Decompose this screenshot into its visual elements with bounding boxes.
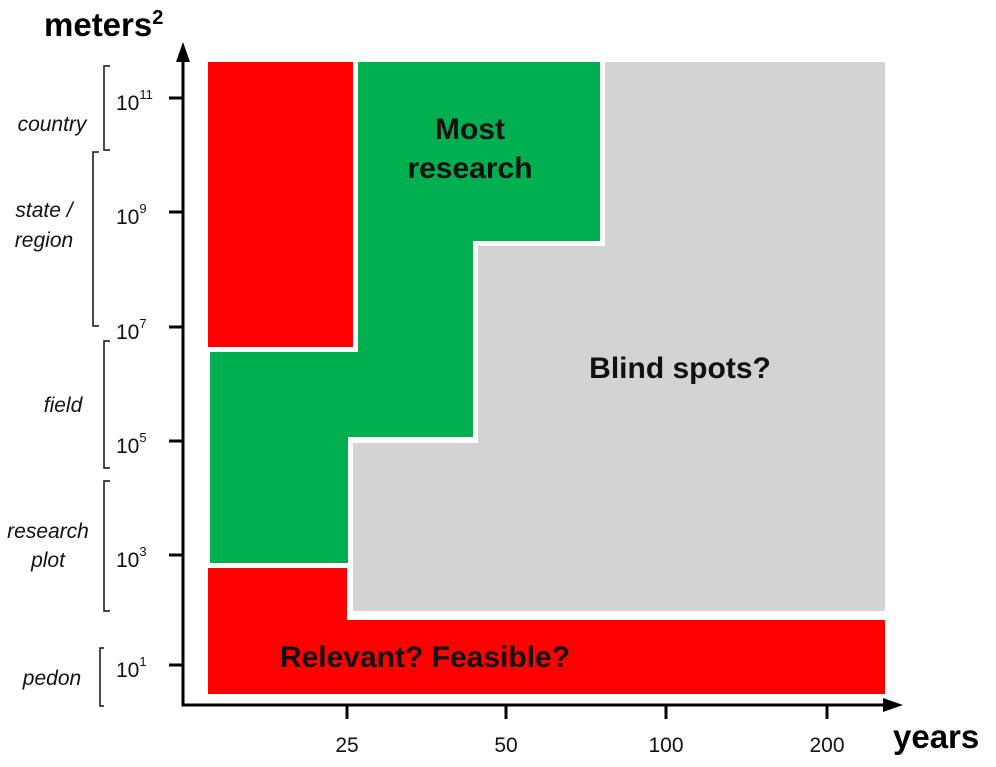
bracket	[92, 151, 99, 327]
scale-label: field	[44, 394, 84, 417]
tick-base: 10	[116, 659, 139, 682]
y-tick-label: 101	[116, 654, 147, 682]
y-axis-title: meters2	[44, 6, 163, 43]
relevant-feasible-region	[208, 568, 885, 694]
tick-exp: 11	[139, 87, 153, 102]
tick-exp: 3	[139, 544, 146, 559]
bracket	[103, 480, 110, 612]
blind-spots-region	[353, 62, 885, 611]
bracket	[99, 647, 104, 707]
tick-base: 10	[116, 321, 139, 344]
axis-arrow	[176, 42, 190, 62]
x-axis-title: years	[893, 718, 979, 755]
bracket	[103, 65, 110, 151]
region-label: Relevant? Feasible?	[280, 641, 570, 674]
region-label: Most	[435, 113, 505, 146]
region-label: research	[407, 152, 532, 185]
y-tick-label: 103	[116, 544, 147, 572]
scale-label: country	[18, 113, 88, 136]
region-label: Blind spots?	[589, 352, 771, 385]
x-tick-label: 100	[648, 734, 683, 757]
tick-base: 10	[116, 92, 139, 115]
y-tick-label: 109	[116, 201, 147, 229]
y-tick-label: 107	[116, 316, 147, 344]
scale-label: plot	[30, 549, 66, 572]
red-region-top	[208, 62, 353, 347]
tick-base: 10	[116, 435, 139, 458]
scale-label: research	[7, 520, 89, 543]
axis	[181, 60, 885, 707]
y-tick-label: 1011	[116, 87, 153, 115]
tick-base: 10	[116, 206, 139, 229]
tick-exp: 1	[139, 654, 146, 669]
axis-arrow	[883, 698, 903, 712]
y-tick-label: 105	[116, 430, 147, 458]
tick-exp: 7	[139, 316, 146, 331]
tick-exp: 9	[139, 201, 146, 216]
scale-label: pedon	[22, 667, 81, 690]
scale-label: region	[15, 229, 73, 252]
tick-exp: 5	[139, 430, 146, 445]
x-tick-label: 25	[335, 734, 358, 757]
x-tick-label: 200	[809, 734, 844, 757]
scale-label: state /	[15, 199, 74, 222]
x-tick-label: 50	[494, 734, 517, 757]
x-ticks: 25 50 100 200	[335, 705, 845, 757]
tick-base: 10	[116, 549, 139, 572]
bracket	[103, 340, 110, 469]
most-research-region	[210, 62, 600, 563]
